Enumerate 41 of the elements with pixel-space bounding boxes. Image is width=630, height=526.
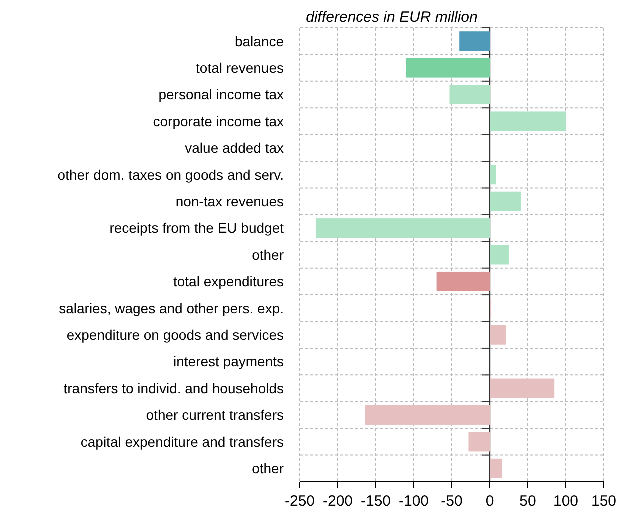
bar <box>316 218 490 238</box>
bar <box>490 325 506 345</box>
x-tick-label: -200 <box>322 493 354 510</box>
y-tick-label: interest payments <box>174 354 284 370</box>
x-tick-label: -50 <box>441 493 463 510</box>
bar <box>436 272 490 292</box>
bar <box>460 32 490 52</box>
y-tick-label: other <box>252 460 284 477</box>
x-tick-label: -150 <box>360 493 392 510</box>
x-tick-label: 50 <box>520 493 536 510</box>
y-tick-label: personal income tax <box>158 86 284 103</box>
bar <box>490 192 522 212</box>
y-tick-label: other current transfers <box>146 407 284 424</box>
x-tick-label: 0 <box>486 493 494 510</box>
x-tick-label: -250 <box>284 493 316 510</box>
x-tick-label: 150 <box>591 493 617 510</box>
y-tick-label: salaries, wages and other pers. exp. <box>59 300 284 316</box>
y-tick-label: other dom. taxes on goods and serv. <box>58 166 284 183</box>
y-tick-label: corporate income tax <box>153 113 284 130</box>
y-tick-label: total expenditures <box>173 274 284 290</box>
y-tick-label: expenditure on goods and services <box>66 327 284 344</box>
chart-title: differences in EUR million <box>306 9 478 26</box>
bar <box>490 378 555 398</box>
x-tick-label: 100 <box>553 493 579 510</box>
y-tick-label: capital expenditure and transfers <box>80 434 284 450</box>
bar <box>490 458 502 478</box>
bar <box>450 85 490 105</box>
bar <box>490 112 566 132</box>
y-tick-label: other <box>252 246 284 263</box>
y-tick-label: value added tax <box>185 140 284 156</box>
y-tick-label: receipts from the EU budget <box>110 220 284 236</box>
bar <box>406 58 490 78</box>
y-tick-label: non-tax revenues <box>176 193 284 210</box>
bar <box>468 432 490 452</box>
bar <box>365 405 490 425</box>
bar <box>490 245 509 265</box>
y-tick-label: total revenues <box>196 60 284 76</box>
x-tick-label: -100 <box>398 493 430 510</box>
y-tick-label: balance <box>234 33 284 50</box>
y-tick-label: transfers to individ. and households <box>64 380 284 396</box>
bar <box>490 165 496 185</box>
